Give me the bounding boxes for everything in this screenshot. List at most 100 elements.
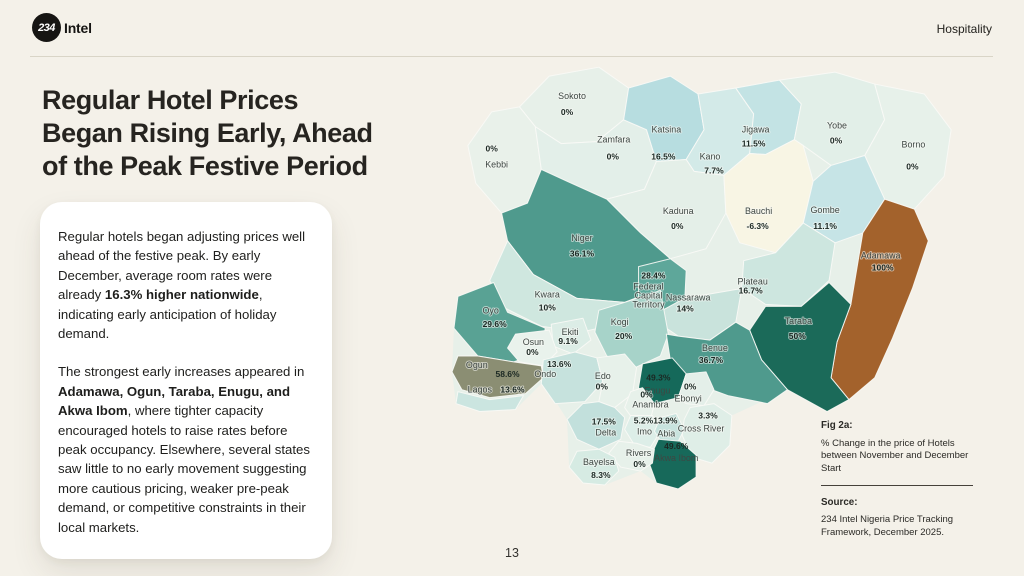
state-shape-bayelsa: [568, 448, 620, 486]
state-value-imo: 5.2%: [634, 415, 654, 425]
state-label-anambra: Anambra: [632, 400, 668, 410]
logo-number: 234: [38, 21, 55, 34]
state-value-jigawa: 11.5%: [742, 139, 766, 149]
source-label: Source:: [821, 496, 858, 508]
figure-caption-block: Fig 2a: % Change in the price of Hotels …: [821, 420, 973, 540]
state-value-enugu: 49.3%: [646, 373, 671, 383]
state-shape-ondo: [540, 351, 604, 405]
state-value-kwara: 10%: [539, 302, 556, 312]
figure-caption: % Change in the price of Hotels between …: [821, 437, 969, 474]
state-value-ogun: 58.6%: [495, 369, 520, 379]
state-label-adamawa: Adamawa: [861, 251, 901, 261]
para2-highlight: Adamawa, Ogun, Taraba, Enugu, and Akwa I…: [58, 383, 291, 419]
state-value-bauchi: -6.3%: [746, 221, 769, 231]
page-number: 13: [505, 546, 519, 560]
state-label-jigawa: Jigawa: [742, 125, 770, 135]
state-label-taraba: Taraba: [785, 316, 812, 326]
state-value-borno: 0%: [906, 161, 919, 171]
state-value-katsina: 16.5%: [651, 151, 676, 161]
logo-234-icon: 234: [32, 13, 61, 42]
state-value-sokoto: 0%: [561, 107, 574, 117]
narrative-paragraph-1: Regular hotels began adjusting prices we…: [58, 227, 313, 343]
state-value-lagos: 13.6%: [500, 385, 525, 395]
slide-title-line3: of the Peak Festive Period: [42, 151, 368, 182]
state-label-benue: Benue: [702, 343, 728, 353]
state-label-osun: Osun: [523, 337, 544, 347]
state-value-ondo: 13.6%: [547, 359, 572, 369]
state-value-kano: 7.7%: [704, 165, 724, 175]
state-label-kebbi: Kebbi: [485, 159, 508, 169]
state-value-kebbi: 0%: [486, 144, 499, 154]
state-value-niger: 36.1%: [570, 249, 595, 259]
state-value-ekiti: 9.1%: [558, 336, 578, 346]
state-shape-akwa_ibom: [647, 438, 697, 490]
slide-title-line1: Regular Hotel Prices: [42, 85, 299, 115]
state-value-kaduna: 0%: [671, 221, 684, 231]
state-value-rivers: 0%: [633, 459, 646, 469]
state-label-niger: Niger: [571, 233, 592, 243]
company-logo: 234 Intel: [32, 13, 92, 42]
state-label-delta: Delta: [595, 427, 616, 437]
state-value-zamfara: 0%: [607, 151, 620, 161]
state-shape-edo: [596, 353, 638, 409]
para2-text: The strongest early increases appeared i…: [58, 364, 305, 380]
state-shape-adamawa: [830, 198, 929, 401]
slide-title-line2: Began Rising Early, Ahead: [42, 118, 373, 149]
state-label-oyo: Oyo: [482, 305, 498, 315]
figure-label: Fig 2a:: [821, 420, 853, 431]
state-label-ebonyi: Ebonyi: [675, 394, 702, 404]
state-value-edo: 0%: [596, 382, 609, 392]
state-label-abia: Abia: [657, 428, 675, 438]
state-label-yobe: Yobe: [827, 121, 847, 131]
narrative-paragraph-2: The strongest early increases appeared i…: [58, 362, 313, 537]
state-label-sokoto: Sokoto: [558, 91, 586, 101]
state-label-cross_river: Cross River: [678, 423, 725, 433]
state-shape-osun: [507, 329, 558, 367]
state-value-cross_river: 3.3%: [698, 410, 718, 420]
para1-highlight: 16.3% higher nationwide: [104, 287, 259, 303]
state-label-kano: Kano: [700, 151, 721, 161]
state-shape-delta: [566, 401, 626, 450]
state-value-delta: 17.5%: [592, 416, 617, 426]
state-value-abia: 13.9%: [653, 415, 678, 425]
state-label-fct-line3: Territory: [632, 299, 665, 309]
state-label-rivers: Rivers: [626, 448, 652, 458]
state-label-katsina: Katsina: [651, 125, 681, 135]
state-label-bauchi: Bauchi: [745, 206, 772, 216]
narrative-card: Regular hotels began adjusting prices we…: [40, 202, 332, 560]
state-label-ogun: Ogun: [466, 360, 488, 370]
state-value-benue: 36.7%: [699, 355, 724, 365]
state-label-akwa_ibom: Akwa Ibom: [654, 453, 698, 463]
state-value-osun: 0%: [526, 347, 539, 357]
state-label-enugu: Enugu: [644, 386, 670, 396]
state-value-kogi: 20%: [615, 331, 632, 341]
nigeria-map-svg: Sokoto 0% Kebbi 0% Zamfara 0% Katsina 16.5% Kano…: [451, 66, 952, 490]
state-value-bayelsa: 8.3%: [591, 470, 611, 480]
state-label-zamfara: Zamfara: [597, 135, 630, 145]
state-label-bayelsa: Bayelsa: [583, 457, 615, 467]
state-shape-kogi: [594, 289, 669, 369]
state-label-fct-line1: Federal: [633, 281, 663, 291]
state-value-anambra: 0%: [640, 390, 653, 400]
header-divider: [30, 56, 993, 57]
state-value-ebonyi: 0%: [684, 382, 697, 392]
state-label-kwara: Kwara: [535, 289, 560, 299]
state-value-gombe: 11.1%: [813, 221, 837, 231]
state-shape-plateau: [741, 222, 836, 307]
state-value-akwa_ibom: 49.6%: [664, 441, 689, 451]
state-value-oyo: 29.6%: [483, 319, 508, 329]
state-shape-lagos: [455, 391, 524, 413]
source-text: 234 Intel Nigeria Price Tracking Framewo…: [821, 514, 954, 538]
state-label-gombe: Gombe: [810, 205, 839, 215]
state-shape-cross_river: [681, 403, 733, 464]
state-label-edo: Edo: [595, 371, 611, 381]
state-label-plateau: Plateau: [738, 277, 768, 287]
state-label-ondo: Ondo: [534, 369, 556, 379]
state-value-nassarawa: 14%: [677, 303, 694, 313]
state-shape-rivers: [608, 440, 655, 472]
state-label-fct-line2: Capital: [635, 290, 663, 300]
slide-title: Regular Hotel Prices Began Rising Early,…: [42, 84, 442, 184]
state-label-lagos: Lagos: [468, 385, 493, 395]
para1-text-end: , indicating early anticipation of holid…: [58, 287, 277, 342]
state-label-ekiti: Ekiti: [562, 327, 579, 337]
